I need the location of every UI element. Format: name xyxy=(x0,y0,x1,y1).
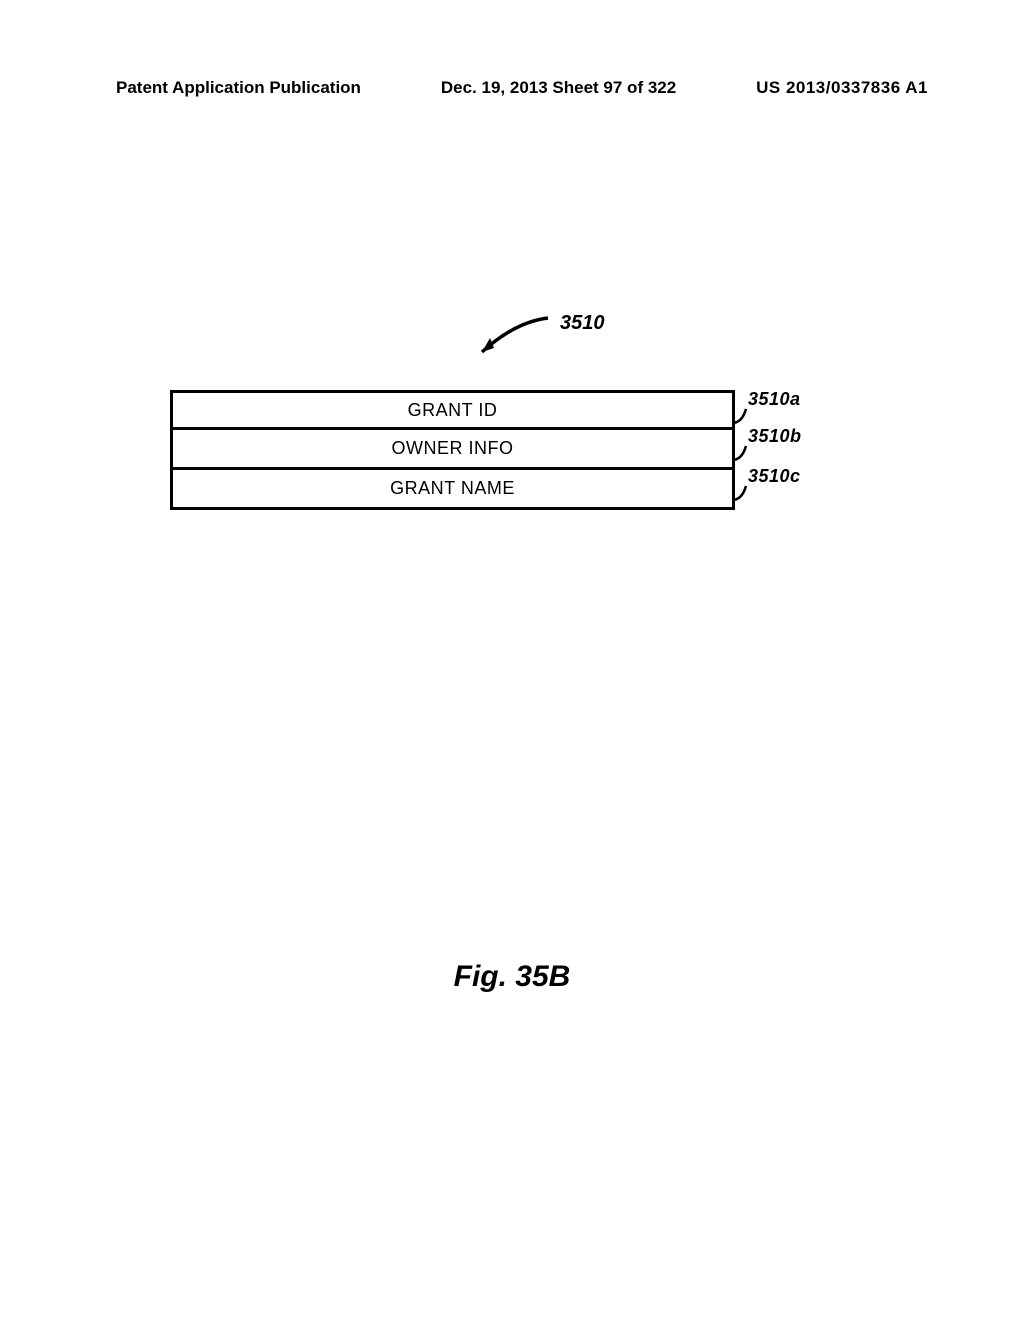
data-structure-table: GRANT ID 3510a OWNER INFO 3510b GRANT NA… xyxy=(170,390,735,510)
row-ref-label: 3510c xyxy=(748,466,801,487)
table-row-grant-id: GRANT ID 3510a xyxy=(170,390,735,430)
header-pub-number: US 2013/0337836 A1 xyxy=(756,78,928,98)
row-text: OWNER INFO xyxy=(392,438,514,459)
page-header: Patent Application Publication Dec. 19, … xyxy=(0,78,1024,98)
row-text: GRANT NAME xyxy=(390,478,515,499)
figure-main-ref: 3510 xyxy=(560,312,605,335)
header-date-sheet: Dec. 19, 2013 Sheet 97 of 322 xyxy=(441,78,676,98)
table-row-grant-name: GRANT NAME 3510c xyxy=(170,470,735,510)
row-ref-label: 3510b xyxy=(748,426,802,447)
row-text: GRANT ID xyxy=(408,400,498,421)
figure-caption: Fig. 35B xyxy=(0,960,1024,994)
table-row-owner-info: OWNER INFO 3510b xyxy=(170,430,735,470)
patent-figure-page: Patent Application Publication Dec. 19, … xyxy=(0,0,1024,1320)
header-publication: Patent Application Publication xyxy=(116,78,361,98)
row-ref-label: 3510a xyxy=(748,389,801,410)
